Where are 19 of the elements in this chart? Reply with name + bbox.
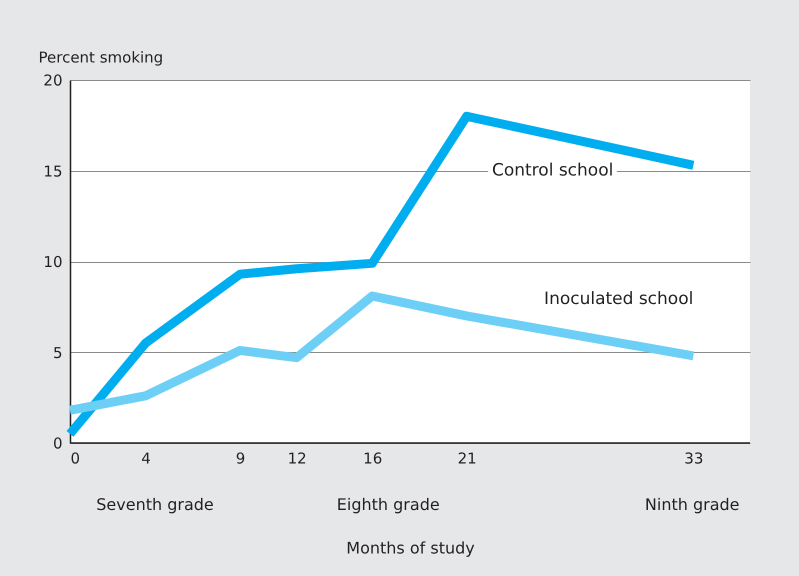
y-tick-label: 15: [43, 162, 62, 180]
x-axis-title: Months of study: [346, 538, 475, 558]
x-tick-label: 0: [70, 450, 80, 468]
series-label: Control school: [492, 160, 614, 180]
x-tick-label: 12: [288, 450, 307, 468]
y-tick-label: 5: [52, 344, 62, 362]
y-tick-label: 10: [43, 253, 62, 271]
y-axis-title: Percent smoking: [38, 48, 164, 66]
x-tick-label: 9: [236, 450, 246, 468]
text: Eighth grade: [336, 495, 440, 514]
y-tick-label: 20: [43, 72, 62, 90]
x-tick-label: 4: [141, 450, 151, 468]
x-tick-label: 33: [684, 450, 704, 468]
y-tick-label: 0: [52, 434, 62, 452]
text: Seventh grade: [96, 495, 214, 514]
x-tick-label: 21: [458, 450, 477, 468]
x-tick-label: 16: [363, 450, 382, 468]
series-label: Inoculated school: [544, 288, 694, 309]
text: Ninth grade: [644, 495, 740, 514]
